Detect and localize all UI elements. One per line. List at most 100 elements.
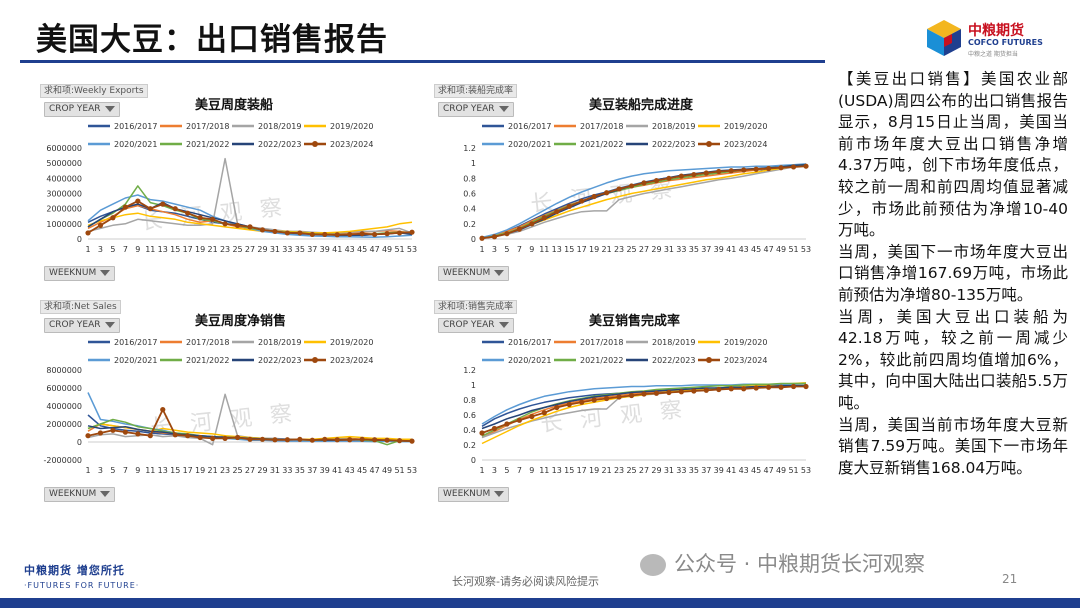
series-point — [741, 386, 747, 392]
series-point — [347, 231, 353, 238]
legend-marker — [706, 357, 712, 363]
legend-label: 2020/2021 — [508, 356, 551, 365]
x-tick-label: 23 — [614, 245, 624, 254]
x-tick-label: 9 — [135, 245, 140, 254]
x-tick-label: 13 — [158, 466, 168, 475]
series-point — [554, 209, 560, 215]
x-tick-label: 27 — [245, 466, 255, 475]
series-point — [728, 168, 734, 174]
filter-label: WEEKNUM — [49, 489, 97, 499]
x-tick-label: 15 — [170, 466, 180, 475]
x-tick-label: 51 — [788, 466, 798, 475]
series-point — [197, 434, 203, 441]
y-tick-label: 8000000 — [46, 366, 82, 375]
x-tick-label: 33 — [282, 466, 292, 475]
series-point — [409, 229, 415, 235]
series-point — [628, 392, 635, 399]
x-tick-label: 17 — [577, 245, 587, 254]
series-point — [541, 410, 547, 416]
x-tick-label: 13 — [158, 245, 168, 254]
x-tick-label: 15 — [170, 245, 180, 254]
x-tick-label: 23 — [614, 466, 624, 475]
series-point — [778, 384, 784, 390]
legend-label: 2016/2017 — [508, 338, 551, 347]
series-point — [147, 433, 153, 439]
legend-label: 2021/2022 — [186, 140, 229, 149]
legend-item: 2022/2023 — [232, 140, 301, 149]
legend-label: 2018/2019 — [652, 338, 695, 347]
series-point — [778, 165, 784, 171]
legend-item: 2021/2022 — [160, 140, 229, 149]
weeknum-filter-button[interactable]: WEEKNUM — [44, 266, 116, 281]
series-point — [703, 170, 709, 176]
x-tick-label: 17 — [183, 466, 193, 475]
y-tick-label: 2000000 — [46, 205, 82, 214]
x-tick-label: 29 — [651, 466, 661, 475]
chart-title: 美豆销售完成率 — [589, 314, 681, 329]
y-tick-label: 5000000 — [46, 159, 82, 168]
legend-item: 2021/2022 — [554, 140, 623, 149]
y-tick-label: 0.2 — [463, 441, 476, 450]
x-tick-label: 25 — [232, 466, 242, 475]
legend-label: 2017/2018 — [580, 122, 623, 131]
series-point — [753, 166, 759, 172]
series-point — [247, 224, 253, 230]
weeknum-filter-button[interactable]: WEEKNUM — [438, 487, 510, 502]
series-point — [728, 386, 734, 392]
legend-label: 2020/2021 — [114, 140, 157, 149]
legend-item: 2022/2023 — [626, 140, 695, 149]
chart-svg: 2016/2017 2017/2018 2018/2019 2019/2020 2020… — [463, 338, 811, 475]
series-point — [97, 430, 104, 436]
series-point — [479, 235, 485, 241]
crop-year-filter-button[interactable]: CROP YEAR — [44, 318, 120, 333]
x-tick-label: 53 — [407, 245, 417, 254]
x-tick-label: 39 — [320, 245, 330, 254]
x-tick-label: 25 — [626, 245, 636, 254]
legend-item: 2021/2022 — [554, 356, 623, 365]
legend-item: 2022/2023 — [626, 356, 695, 365]
x-tick-label: 35 — [295, 245, 305, 254]
series-point — [297, 436, 303, 442]
x-tick-label: 41 — [726, 466, 736, 475]
filter-label: WEEKNUM — [443, 489, 491, 499]
crop-year-filter-button[interactable]: CROP YEAR — [44, 102, 120, 117]
x-tick-label: 13 — [552, 245, 562, 254]
series-point — [372, 437, 378, 443]
legend-item: 2018/2019 — [232, 338, 301, 347]
y-tick-label: 3000000 — [46, 190, 82, 199]
x-tick-label: 19 — [195, 245, 205, 254]
crop-year-filter-button[interactable]: CROP YEAR — [438, 318, 514, 333]
y-tick-label: 0.8 — [463, 396, 476, 405]
series-point — [628, 183, 635, 189]
series-point — [309, 437, 315, 443]
legend-marker — [312, 357, 318, 363]
logo-sub-text: 中粮之道 期货担当 — [968, 51, 1018, 58]
series-point — [359, 231, 365, 237]
series-point — [185, 210, 191, 216]
y-tick-label: 0.8 — [463, 174, 476, 183]
weeknum-filter-button[interactable]: WEEKNUM — [438, 266, 510, 281]
series-point — [479, 430, 485, 436]
wechat-account: 公众号 · 中粮期货长河观察 — [640, 548, 925, 578]
x-tick-label: 41 — [332, 245, 342, 254]
x-tick-label: 7 — [517, 245, 522, 254]
x-tick-label: 43 — [739, 245, 749, 254]
series-point — [147, 206, 153, 212]
x-tick-label: 47 — [370, 466, 380, 475]
weeknum-filter-button[interactable]: WEEKNUM — [44, 487, 116, 502]
filter-label: WEEKNUM — [49, 268, 97, 278]
legend-item: 2018/2019 — [232, 122, 301, 131]
x-tick-label: 45 — [751, 245, 761, 254]
field-tag: 求和项:Weekly Exports — [40, 84, 148, 98]
series-point — [172, 206, 178, 212]
x-tick-label: 31 — [270, 245, 280, 254]
x-tick-label: 29 — [257, 245, 267, 254]
legend-label: 2017/2018 — [186, 122, 229, 131]
x-tick-label: 19 — [195, 466, 205, 475]
wechat-label: 公众号 · 中粮期货长河观察 — [674, 552, 926, 576]
x-tick-label: 3 — [98, 245, 103, 254]
crop-year-filter-button[interactable]: CROP YEAR — [438, 102, 514, 117]
x-tick-label: 13 — [552, 466, 562, 475]
series-point — [591, 193, 597, 200]
series-point — [297, 230, 303, 236]
